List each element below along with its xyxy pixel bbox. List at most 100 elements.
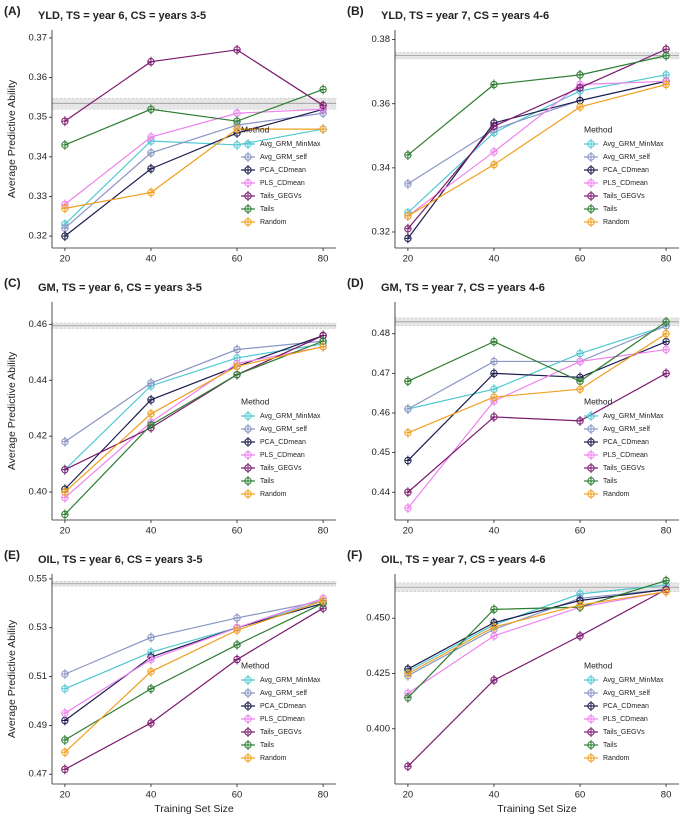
point-marker xyxy=(576,384,584,395)
point-marker xyxy=(490,121,498,132)
y-tick-label: 0.32 xyxy=(29,231,48,242)
point-marker xyxy=(233,625,241,636)
series-line xyxy=(407,588,667,767)
y-tick-label: 0.36 xyxy=(29,72,48,83)
y-tick-label: 0.48 xyxy=(372,328,391,339)
point-marker xyxy=(61,116,69,127)
x-tick-label: 60 xyxy=(232,790,243,801)
point-marker xyxy=(587,727,595,737)
x-tick-label: 80 xyxy=(661,790,672,801)
point-marker xyxy=(233,654,241,665)
legend-label: Avg_GRM_self xyxy=(603,690,650,697)
series-line xyxy=(407,584,667,672)
legend-label: PCA_CDmean xyxy=(260,703,306,710)
panel-label: (A) xyxy=(4,4,21,18)
legend-label: PLS_CDmean xyxy=(260,452,305,459)
point-marker xyxy=(233,639,241,650)
point-marker xyxy=(147,408,155,419)
point-marker xyxy=(244,178,252,188)
point-marker xyxy=(319,84,327,95)
series-line xyxy=(64,108,324,237)
point-marker xyxy=(587,753,595,763)
point-marker xyxy=(587,191,595,201)
panel-title: YLD, TS = year 7, CS = years 4-6 xyxy=(381,10,549,22)
point-marker xyxy=(147,419,155,430)
point-marker xyxy=(490,79,498,90)
x-tick-label: 60 xyxy=(232,254,243,265)
point-marker xyxy=(147,147,155,158)
panel-label: (E) xyxy=(4,548,20,562)
point-marker xyxy=(587,178,595,188)
y-tick-label: 0.49 xyxy=(29,720,48,731)
point-marker xyxy=(147,132,155,143)
legend-label: Tails xyxy=(603,742,618,749)
y-tick-label: 0.38 xyxy=(372,34,391,45)
panel: (C) GM, TS = year 6, CS = years 3-5 0.40 0.… xyxy=(4,276,337,537)
point-marker xyxy=(587,714,595,724)
point-marker xyxy=(576,630,584,641)
legend-title: Method xyxy=(241,396,270,406)
y-axis-label: Average Predictive Ability xyxy=(6,619,18,738)
series-line xyxy=(64,128,324,209)
point-marker xyxy=(576,356,584,367)
series-line xyxy=(64,334,324,490)
point-marker xyxy=(61,669,69,680)
series-line xyxy=(407,588,667,677)
point-marker xyxy=(662,368,670,379)
legend-label: Avg_GRM_MinMax xyxy=(603,413,664,420)
legend-label: Avg_GRM_self xyxy=(260,690,307,697)
point-marker xyxy=(576,82,584,93)
legend-title: Method xyxy=(584,660,613,670)
series-line xyxy=(64,597,324,714)
point-marker xyxy=(147,56,155,67)
point-marker xyxy=(244,450,252,460)
point-marker xyxy=(404,668,412,679)
point-marker xyxy=(244,489,252,499)
point-marker xyxy=(147,632,155,643)
legend-label: Avg_GRM_self xyxy=(260,426,307,433)
legend-label: Tails_GEGVs xyxy=(260,729,302,736)
panel: (E) OIL, TS = year 6, CS = years 3-5 0.47 0… xyxy=(4,548,337,815)
point-marker xyxy=(319,595,327,606)
point-marker xyxy=(587,476,595,486)
point-marker xyxy=(244,675,252,685)
series-line xyxy=(407,83,667,217)
x-axis-label: Training Set Size xyxy=(497,803,577,815)
y-tick-label: 0.32 xyxy=(372,226,391,237)
y-tick-label: 0.42 xyxy=(29,431,48,442)
legend-label: PLS_CDmean xyxy=(260,716,305,723)
point-marker xyxy=(490,622,498,633)
point-marker xyxy=(61,436,69,447)
x-tick-label: 40 xyxy=(146,526,157,537)
legend-label: Tails xyxy=(603,206,618,213)
point-marker xyxy=(61,487,69,498)
point-marker xyxy=(244,139,252,149)
point-marker xyxy=(490,630,498,641)
series-line xyxy=(407,333,667,434)
legend-label: Tails xyxy=(603,478,618,485)
y-tick-label: 0.450 xyxy=(366,613,390,624)
legend-title: Method xyxy=(584,396,613,406)
series-line xyxy=(407,80,667,239)
legend-label: Avg_GRM_MinMax xyxy=(260,413,321,420)
x-tick-label: 40 xyxy=(146,254,157,265)
y-tick-label: 0.51 xyxy=(29,671,48,682)
point-marker xyxy=(233,139,241,150)
legend-label: Random xyxy=(603,491,630,498)
series-line xyxy=(64,600,324,675)
series-line xyxy=(407,55,667,156)
x-tick-label: 80 xyxy=(318,254,329,265)
point-marker xyxy=(587,437,595,447)
y-tick-label: 0.40 xyxy=(29,487,48,498)
legend-label: Avg_GRM_MinMax xyxy=(603,141,664,148)
point-marker xyxy=(244,411,252,421)
point-marker xyxy=(244,152,252,162)
series-line xyxy=(407,80,667,217)
point-marker xyxy=(233,44,241,55)
y-tick-label: 0.55 xyxy=(29,573,48,584)
legend-label: Tails xyxy=(260,742,275,749)
y-tick-label: 0.400 xyxy=(366,723,390,734)
series-line xyxy=(64,88,324,146)
x-tick-label: 60 xyxy=(575,790,586,801)
point-marker xyxy=(319,100,327,111)
